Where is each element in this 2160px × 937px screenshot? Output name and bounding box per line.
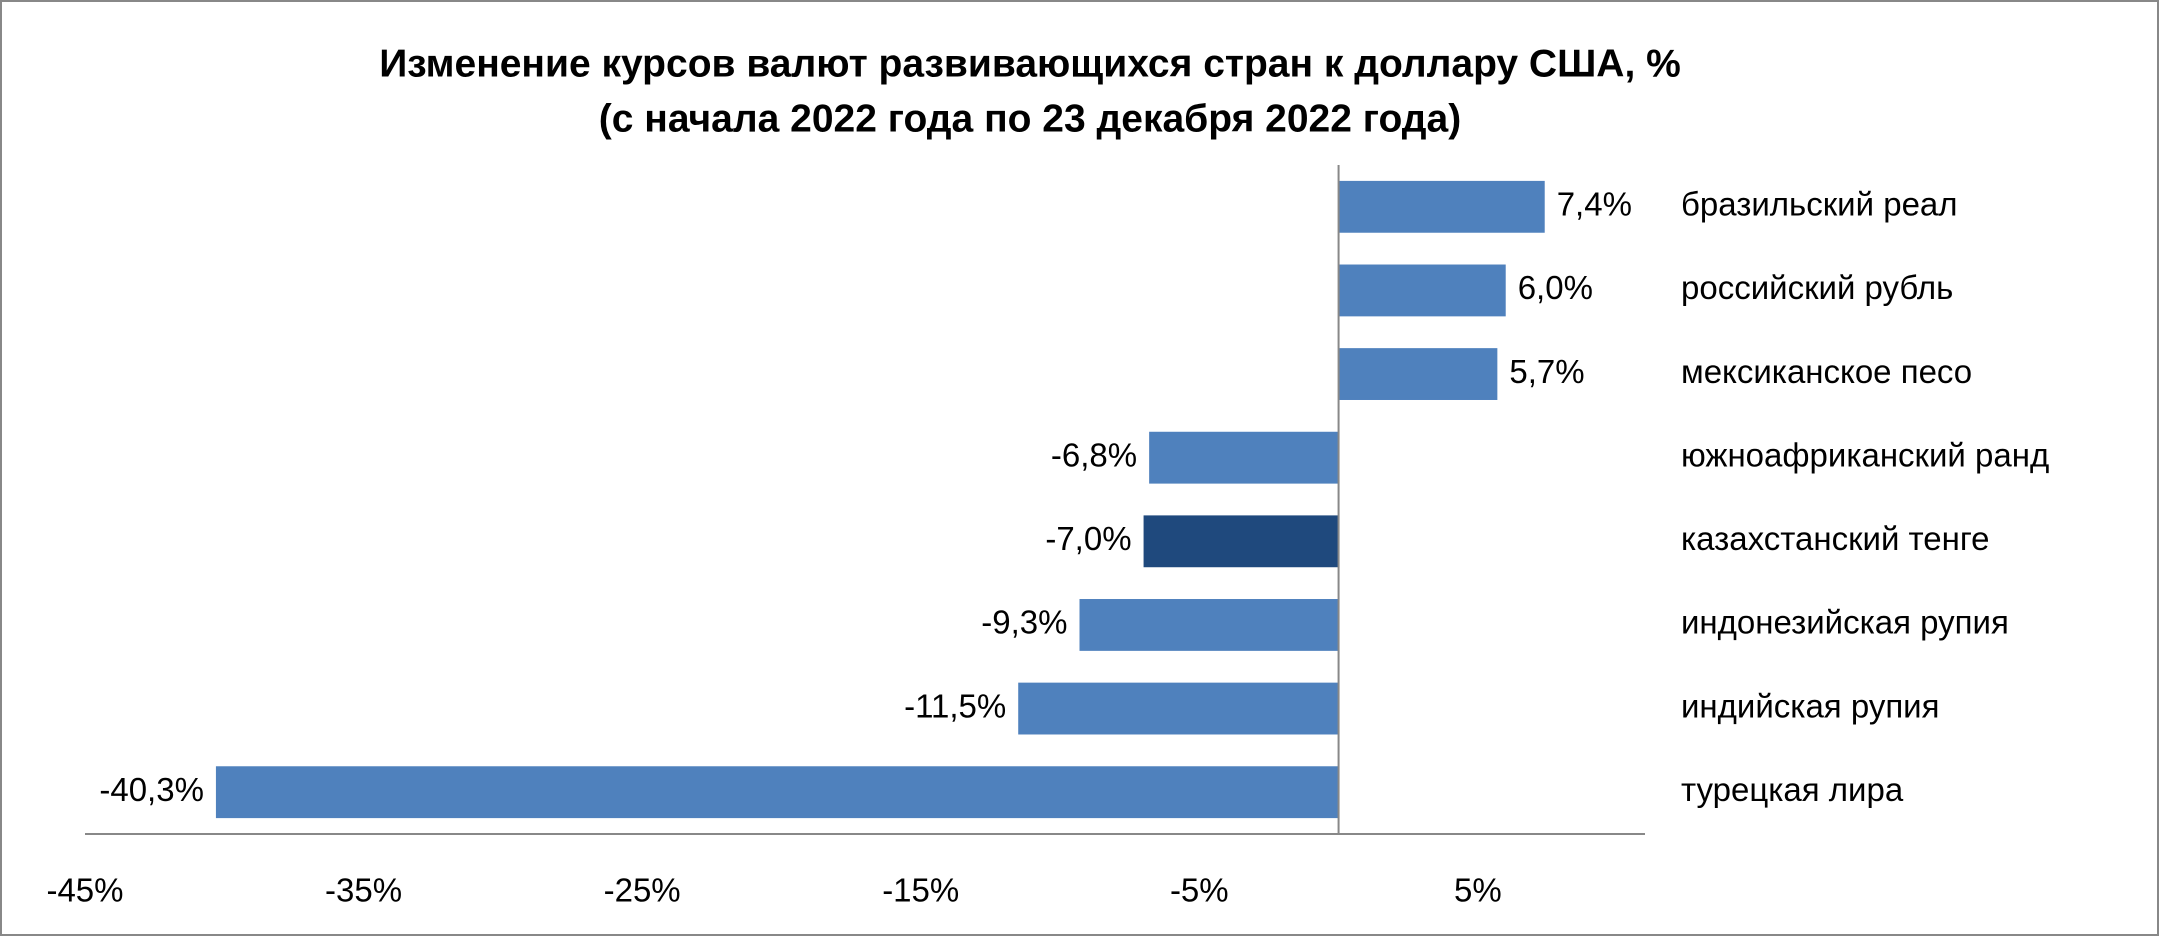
category-label: индонезийская рупия	[1681, 604, 2009, 641]
value-label: 5,7%	[1509, 353, 1584, 390]
chart-title: Изменение курсов валют развивающихся стр…	[379, 42, 1681, 85]
x-tick-label: 5%	[1454, 872, 1502, 909]
bar	[1018, 682, 1339, 735]
category-label: российский рубль	[1681, 269, 1953, 306]
value-label: -40,3%	[99, 771, 204, 808]
x-tick-label: -25%	[604, 872, 681, 909]
chart-subtitle: (с начала 2022 года по 23 декабря 2022 г…	[599, 97, 1461, 140]
bar	[1338, 348, 1498, 400]
bar	[1143, 515, 1339, 568]
category-label: турецкая лира	[1681, 771, 1904, 808]
value-label: -6,8%	[1051, 436, 1137, 473]
x-tick-label: -15%	[882, 872, 959, 909]
bar	[1338, 264, 1506, 317]
category-label: мексиканское песо	[1681, 353, 1972, 390]
value-label: 7,4%	[1557, 186, 1632, 223]
bar	[215, 766, 1339, 819]
bar	[1338, 180, 1545, 233]
bar	[1149, 431, 1339, 484]
x-tick-label: -5%	[1170, 872, 1229, 909]
category-label: казахстанский тенге	[1681, 520, 1990, 557]
category-label: южноафриканский ранд	[1681, 436, 2049, 473]
x-tick-label: -35%	[325, 872, 402, 909]
value-label: -9,3%	[981, 604, 1067, 641]
x-tick-label: -45%	[46, 872, 123, 909]
category-label: бразильский реал	[1681, 186, 1958, 223]
bar	[1079, 599, 1339, 651]
value-label: -11,5%	[904, 687, 1006, 724]
category-label: индийская рупия	[1681, 687, 1940, 724]
value-label: 6,0%	[1518, 269, 1593, 306]
value-label: -7,0%	[1045, 520, 1131, 557]
